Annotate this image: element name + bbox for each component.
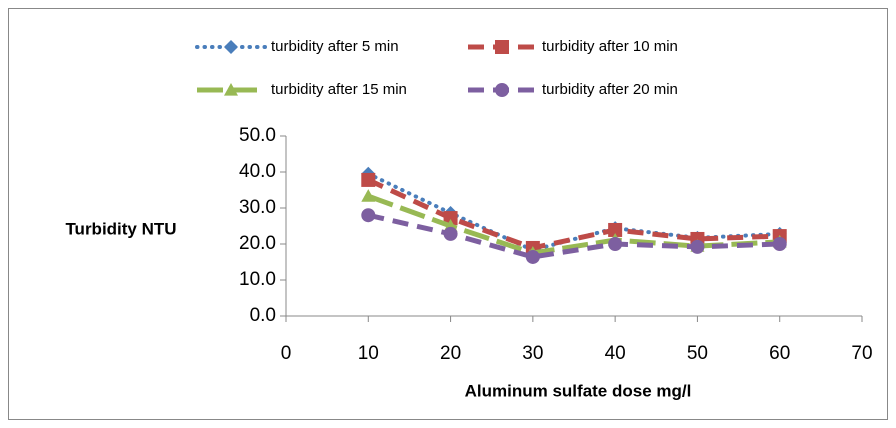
x-tick-label: 20 [440,343,461,364]
y-tick-label: 10.0 [239,269,276,290]
marker [443,226,458,241]
x-axis-title: Aluminum sulfate dose mg/l [465,381,692,400]
series-line [367,212,780,260]
marker [608,237,623,251]
marker [690,239,705,254]
legend-marker [224,40,238,54]
legend-label: turbidity after 20 min [542,81,678,98]
legend-marker [495,83,509,97]
x-tick-label: 50 [687,343,708,364]
x-tick-label: 40 [605,343,626,364]
legend-label: turbidity after 10 min [542,38,678,55]
legend-label: turbidity after 5 min [271,38,399,55]
x-tick-label: 30 [522,343,543,364]
legend-label: turbidity after 15 min [271,81,407,98]
y-tick-label: 40.0 [239,161,276,182]
series-line [366,171,782,253]
series-line [367,193,780,256]
x-tick-label: 0 [281,343,292,364]
y-tick-label: 50.0 [239,125,276,146]
y-tick-label: 20.0 [239,233,276,254]
legend-marker [495,40,509,54]
marker [361,172,376,187]
marker [772,237,787,251]
marker [525,249,540,264]
y-tick-label: 0.0 [250,305,276,326]
marker [608,222,623,237]
x-tick-label: 70 [851,343,872,364]
y-tick-label: 30.0 [239,197,276,218]
y-axis-title: Turbidity NTU [65,219,176,238]
x-tick-label: 10 [358,343,379,364]
marker [361,208,376,223]
marker [443,211,458,226]
legend-marker [224,83,238,96]
marker [361,189,376,202]
series-line [367,177,780,251]
x-tick-label: 60 [769,343,790,364]
